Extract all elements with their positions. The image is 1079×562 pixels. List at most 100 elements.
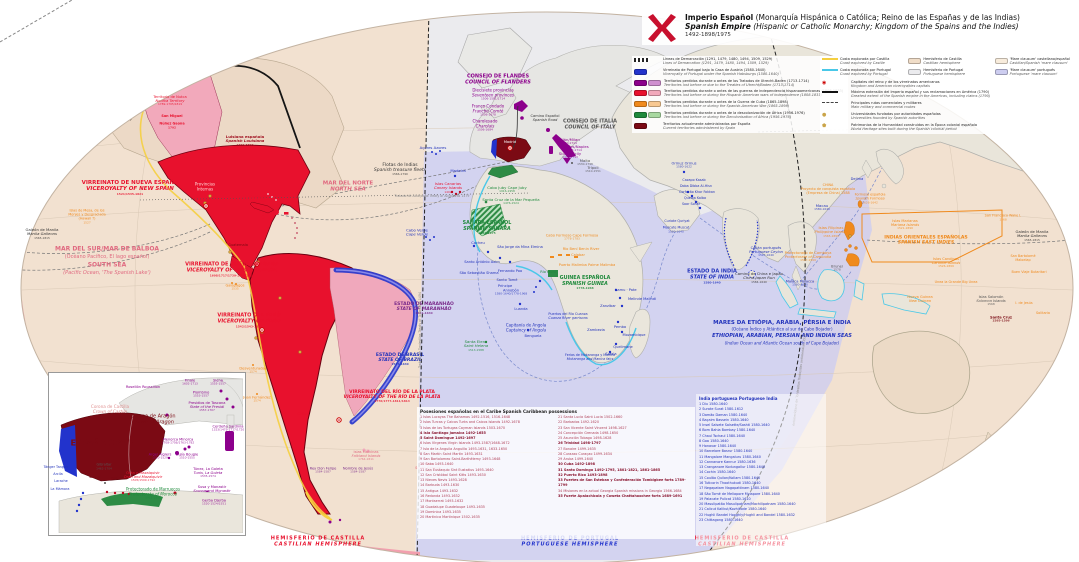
- list-item: 23 San Vicente Saint Vincent 1498-1627: [558, 425, 627, 430]
- patagonia-coast: [305, 491, 333, 521]
- list-item: 7 Chaul Tschaul 1580-1640: [699, 433, 746, 438]
- list-item: 9 San Bartolomeo Saint-Barthélemy 1493-1…: [420, 457, 501, 462]
- caribbean-possessions-box: Posesiones españolas en el Caribe Spanis…: [417, 407, 695, 539]
- france-region: [118, 377, 244, 426]
- ceylon-region: [748, 270, 756, 278]
- legend-icon: [634, 79, 661, 86]
- legend-icon: [822, 57, 838, 60]
- legend-icon: [634, 57, 660, 62]
- list-item: 4 Isla Santiago Jamaica 1492-1655: [420, 430, 486, 435]
- africa-region: [469, 165, 644, 364]
- korea-region: [861, 159, 873, 179]
- legend-pair-column: Hemisferio de Castilla Castilian hemisphe…: [908, 57, 991, 80]
- atlantic-morocco-dots: [75, 491, 85, 513]
- list-item: 15 Coulão Quilon/Kollam 1580-1640: [699, 475, 761, 480]
- list-item: 27 Bonaire 1499-1635: [558, 446, 596, 451]
- legend-icon: [822, 101, 848, 103]
- legend-icon: [634, 100, 661, 107]
- legend-icon: ⬟: [822, 122, 827, 129]
- legend-entry: Hemisferio de Castilla Castilian hemisphe…: [908, 57, 991, 65]
- list-item: 8 Goa 1580-1640: [699, 438, 729, 443]
- list-item: 11 Mangalore Mangaluru 1580-1640: [699, 454, 761, 459]
- list-item: 16 Tuticorin Thoothukudi 1580-1640: [699, 480, 761, 485]
- spanish-road-route: [511, 105, 519, 151]
- list-item: 14 Barbuda 1493-1630: [420, 483, 460, 488]
- list-item: 5 Saint Domingue 1492-1697: [420, 436, 476, 441]
- list-item: 14 Cochin 1580-1640: [699, 470, 736, 475]
- legend-entry: Líneas de Demarcación (1291, 1479, 1480,…: [634, 57, 846, 65]
- spanish-sahara-region: [469, 203, 507, 237]
- corner-demarcation-line: [0, 0, 73, 43]
- list-item: 31 Santo Domingo 1492-1795, 1801-1821, 1…: [558, 467, 661, 472]
- spain-inset-map: [48, 372, 246, 536]
- indonesia-region: [775, 269, 931, 319]
- list-item: 21 Calicut Kalikut/Kozhikode 1580-1640: [699, 507, 767, 512]
- legend-entry: Territorios perdidos durante o antes de …: [634, 100, 846, 108]
- list-item: 6 Islas Vírgenes Virgin Islands 1493-158…: [420, 441, 510, 446]
- alcacovas-line: [139, 192, 531, 201]
- legend-left-column: Líneas de Demarcación (1291, 1479, 1480,…: [632, 56, 848, 134]
- british-isles-region: [487, 87, 517, 119]
- legend-icon: [822, 68, 838, 72]
- legend-icon: [994, 68, 1008, 76]
- legend-icon: [994, 57, 1008, 64]
- list-item: 18 Guadalupe Guadeloupe 1493-1635: [420, 504, 485, 509]
- spanish-guinea-region: [548, 270, 558, 277]
- map-title-block: Imperio Español (Monarquía Hispánica o C…: [642, 11, 1078, 45]
- legend-icon: ◉: [822, 79, 827, 86]
- spain-inset-svg: [58, 377, 244, 534]
- list-item: 15 Antigua 1493-1632: [420, 488, 459, 493]
- legend-entry: Territorios perdidos durante o antes de …: [634, 89, 846, 97]
- legend-entry: Costa explorada por Castilla Coast explor…: [822, 57, 905, 65]
- legend-icon: [634, 111, 661, 118]
- list-item: 3 Islas de las Tortugas Cayman Islands 1…: [420, 425, 506, 430]
- malay-peninsula-region: [791, 265, 803, 291]
- title-spanish: Imperio Español (Monarquía Hispánica o C…: [685, 13, 1020, 22]
- list-item: 3 Damão Daman 1580-1640: [699, 412, 748, 417]
- list-item: 8 San Martín Saint Martin 1493-1631: [420, 451, 483, 456]
- legend-entry: ◉ Capitales del reino y de los virreinato…: [822, 79, 940, 88]
- portuguese-india-coast: [723, 217, 759, 267]
- list-item: 34 Misiones en la actual Georgia Spanish…: [558, 488, 682, 493]
- legend-icon: [634, 89, 661, 97]
- gulf-of-guinea-claims: [550, 254, 578, 258]
- legend-entry: Virreinato de Portugal bajo la Casa de A…: [634, 68, 846, 76]
- legend-entry: Hemisferio de Portugal Portuguese hemisph…: [908, 68, 991, 76]
- legend-entry: Costa explorada por Portugal Coast explor…: [822, 68, 905, 76]
- plazas-de-soberania-dots: [105, 490, 177, 496]
- list-item: 13 Cranganore Kodungallur 1580-1640: [699, 465, 766, 470]
- legend-entry: ● Universidades fundadas por autoridades …: [822, 111, 941, 120]
- legend-icon: ●: [822, 111, 827, 118]
- list-item: 12 Cannanore Kannur 1580-1636: [699, 459, 756, 464]
- legend-entry: Territorios perdidos durante o antes de …: [634, 111, 846, 119]
- iberia-region: [60, 412, 166, 482]
- legend-pair-column: 'Mare clausum' castellano/español Castili…: [994, 57, 1078, 80]
- spanish-south-america-region: [249, 252, 363, 515]
- legend-icon: [908, 57, 922, 64]
- legend-icon: [634, 68, 660, 75]
- list-item: 2 Surate Surat 1580-1612: [699, 407, 744, 412]
- castile-aragon-border: [128, 414, 134, 478]
- legend-entry: Máxima extensión del Imperio español y s…: [822, 90, 1078, 98]
- globe-outline: [20, 11, 1074, 562]
- list-item: 23 Chittagong 1580-1640: [699, 517, 743, 522]
- cross-of-burgundy-icon: [648, 14, 676, 42]
- list-item: 18 São Tomé de Meliapore Mylapore 1580-1…: [699, 491, 780, 496]
- indochina-region: [787, 221, 817, 273]
- list-item: 2 Islas Turcas y Caicos Turks and Caicos…: [420, 420, 520, 425]
- caribbean-possessions-title: Posesiones españolas en el Caribe Spanis…: [420, 409, 577, 414]
- title-english: Spanish Empire (Hispanic or Catholic Mon…: [685, 22, 1019, 32]
- list-item: 26 Trinidad 1498-1797: [558, 441, 601, 446]
- south-atlantic-islands: [231, 282, 488, 524]
- list-item: 16 Redonda 1493-1632: [420, 493, 460, 498]
- legend-entry: 'Mare clausum' portugués Portuguese 'mare…: [994, 68, 1078, 76]
- list-item: 20 Martinica Martinique 1502-1635: [420, 515, 480, 520]
- title-years: 1492-1898/1975: [685, 31, 731, 38]
- brazil-coast-highlight: [335, 269, 417, 423]
- list-item: 24 Concepción Grenada 1498-1650: [558, 430, 619, 435]
- list-item: 33 Fuertes de San Esteban y Confederació…: [558, 478, 686, 488]
- portugal-inset-region: [59, 425, 77, 477]
- legend-icon: [634, 122, 660, 129]
- list-item: 10 Saba 1493-1640: [420, 462, 454, 467]
